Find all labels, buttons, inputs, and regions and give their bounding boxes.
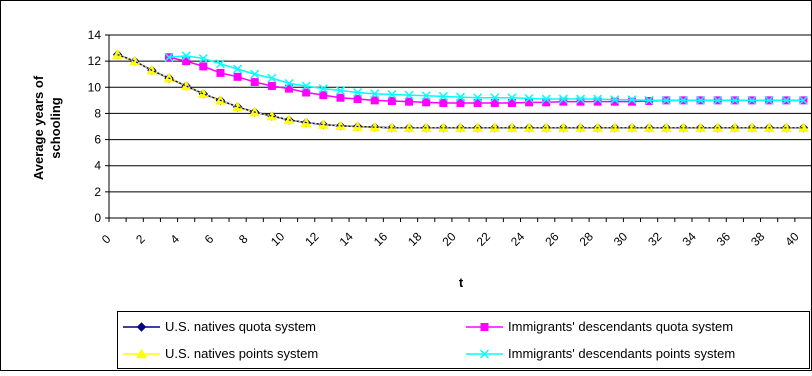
- y-tick-label-6: 6: [94, 133, 101, 147]
- series-3-point-37: [798, 95, 808, 105]
- legend-marker-0: [136, 322, 147, 332]
- series-3-point-13: [387, 89, 397, 100]
- series-3-point-24: [575, 94, 586, 104]
- series-3-point-15: [421, 91, 431, 101]
- series-3-point-22: [541, 94, 551, 104]
- series-3-point-16: [438, 91, 448, 101]
- series-2-point-9: [319, 91, 328, 100]
- legend-label-us-quota: U.S. natives quota system: [165, 319, 316, 334]
- series-2-point-20: [507, 98, 516, 107]
- legend-label-imm-points: Immigrants' descendants points system: [508, 346, 735, 361]
- series-2: [165, 53, 808, 107]
- series-3-point-33: [730, 95, 740, 105]
- legend: U.S. natives quota system Immigrants' de…: [117, 311, 810, 369]
- series-3-point-26: [610, 95, 620, 105]
- legend-marker-2: [136, 348, 147, 359]
- series-2-point-10: [336, 93, 345, 102]
- series-0-overlay: [117, 54, 804, 129]
- series-3-point-10: [335, 86, 346, 96]
- series-3-point-2: [198, 53, 208, 64]
- series-3-point-35: [764, 95, 774, 105]
- series-3-point-17: [455, 92, 466, 102]
- series-2-point-27: [627, 97, 636, 106]
- legend-marker-3: [479, 349, 490, 359]
- series-2-point-12: [370, 96, 379, 105]
- legend-symbols: [123, 322, 503, 359]
- series-2-point-2: [199, 62, 208, 71]
- y-tick-label-12: 12: [88, 54, 102, 68]
- series-layer: [112, 49, 809, 133]
- series-2-point-16: [439, 98, 448, 107]
- y-tick-label-8: 8: [94, 106, 101, 120]
- series-3-point-34: [747, 95, 757, 105]
- series-3-point-19: [490, 93, 500, 103]
- series-2-point-15: [422, 98, 431, 107]
- series-3-point-27: [627, 95, 637, 105]
- series-2-point-4: [233, 72, 242, 81]
- series-2-point-8: [302, 88, 311, 97]
- series-1-point-0: [112, 49, 123, 59]
- series-line-3: [168, 55, 804, 102]
- series-3-point-31: [696, 95, 706, 105]
- series-2-point-17: [456, 98, 465, 107]
- series-2-point-18: [473, 98, 482, 107]
- series-2-point-11: [353, 95, 362, 104]
- series-3-point-8: [301, 81, 311, 91]
- y-tick-label-4: 4: [94, 159, 101, 173]
- series-2-point-7: [285, 84, 294, 93]
- series-3-point-28: [644, 95, 654, 105]
- series-1-point-5: [197, 88, 209, 99]
- x-axis-title: t: [459, 275, 464, 290]
- series-2-point-14: [405, 97, 414, 106]
- series-3-point-1: [181, 51, 191, 61]
- legend-label-us-points: U.S. natives points system: [165, 346, 318, 361]
- series-3-point-23: [558, 94, 568, 104]
- series-3-point-25: [593, 94, 603, 104]
- legend-marker-1: [480, 323, 489, 331]
- series-3-point-5: [250, 69, 260, 79]
- legend-box: [117, 311, 810, 369]
- series-2-point-6: [267, 81, 276, 90]
- series-3-point-30: [678, 95, 688, 105]
- series-2-point-5: [250, 78, 259, 87]
- series-3-point-14: [404, 90, 414, 100]
- series-3-point-4: [233, 64, 243, 74]
- series-3-point-32: [713, 95, 723, 105]
- y-tick-label-14: 14: [88, 28, 102, 42]
- y-axis-title-line-1: Average years of: [31, 75, 46, 180]
- y-tick-label-0: 0: [94, 211, 101, 225]
- y-tick-label-10: 10: [88, 80, 102, 94]
- series-2-point-26: [610, 97, 619, 106]
- series-3-point-29: [661, 95, 671, 105]
- series-2-point-19: [490, 98, 499, 107]
- series-3-point-6: [267, 73, 277, 83]
- grid-layer: [109, 34, 812, 193]
- series-3: [164, 51, 808, 105]
- series-3-point-36: [781, 95, 791, 105]
- series-2-point-3: [216, 68, 225, 77]
- legend-label-imm-quota: Immigrants' descendants quota system: [508, 319, 733, 334]
- series-2-point-13: [387, 97, 396, 106]
- y-tick-label-2: 2: [94, 185, 101, 199]
- y-axis-title-line-2: schooling: [48, 97, 63, 158]
- series-3-point-20: [507, 93, 517, 103]
- series-3-point-7: [284, 78, 294, 88]
- series-3-point-12: [370, 89, 380, 99]
- series-3-point-21: [524, 93, 534, 103]
- series-3-point-11: [353, 87, 363, 98]
- series-2-point-1: [182, 57, 191, 66]
- series-3-point-18: [473, 93, 483, 103]
- axes-layer: [105, 34, 812, 222]
- series-3-point-9: [318, 84, 328, 94]
- series-3-point-0: [164, 52, 174, 62]
- series-line-0-overlay: [117, 54, 804, 129]
- series-3-point-3: [215, 59, 225, 69]
